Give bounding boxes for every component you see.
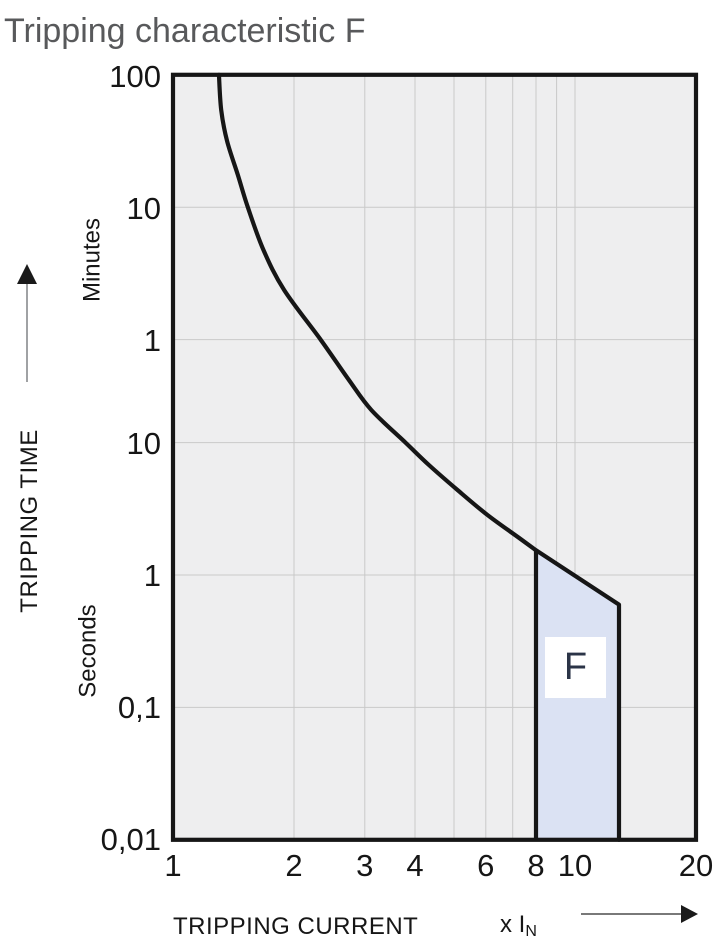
svg-text:0,01: 0,01 [101, 822, 161, 857]
svg-text:4: 4 [406, 848, 423, 883]
svg-text:2: 2 [285, 848, 302, 883]
svg-text:Tripping characteristic F: Tripping characteristic F [4, 12, 366, 50]
svg-text:6: 6 [477, 848, 494, 883]
svg-text:10: 10 [558, 848, 592, 883]
svg-text:10: 10 [127, 191, 161, 226]
svg-text:1: 1 [144, 558, 161, 593]
svg-text:100: 100 [109, 59, 161, 94]
svg-text:0,1: 0,1 [118, 690, 161, 725]
svg-text:1: 1 [164, 848, 181, 883]
svg-text:3: 3 [356, 848, 373, 883]
svg-text:10: 10 [127, 426, 161, 461]
svg-text:20: 20 [679, 848, 713, 883]
svg-text:1: 1 [144, 323, 161, 358]
svg-text:x IN: x IN [500, 911, 537, 940]
svg-text:8: 8 [527, 848, 544, 883]
